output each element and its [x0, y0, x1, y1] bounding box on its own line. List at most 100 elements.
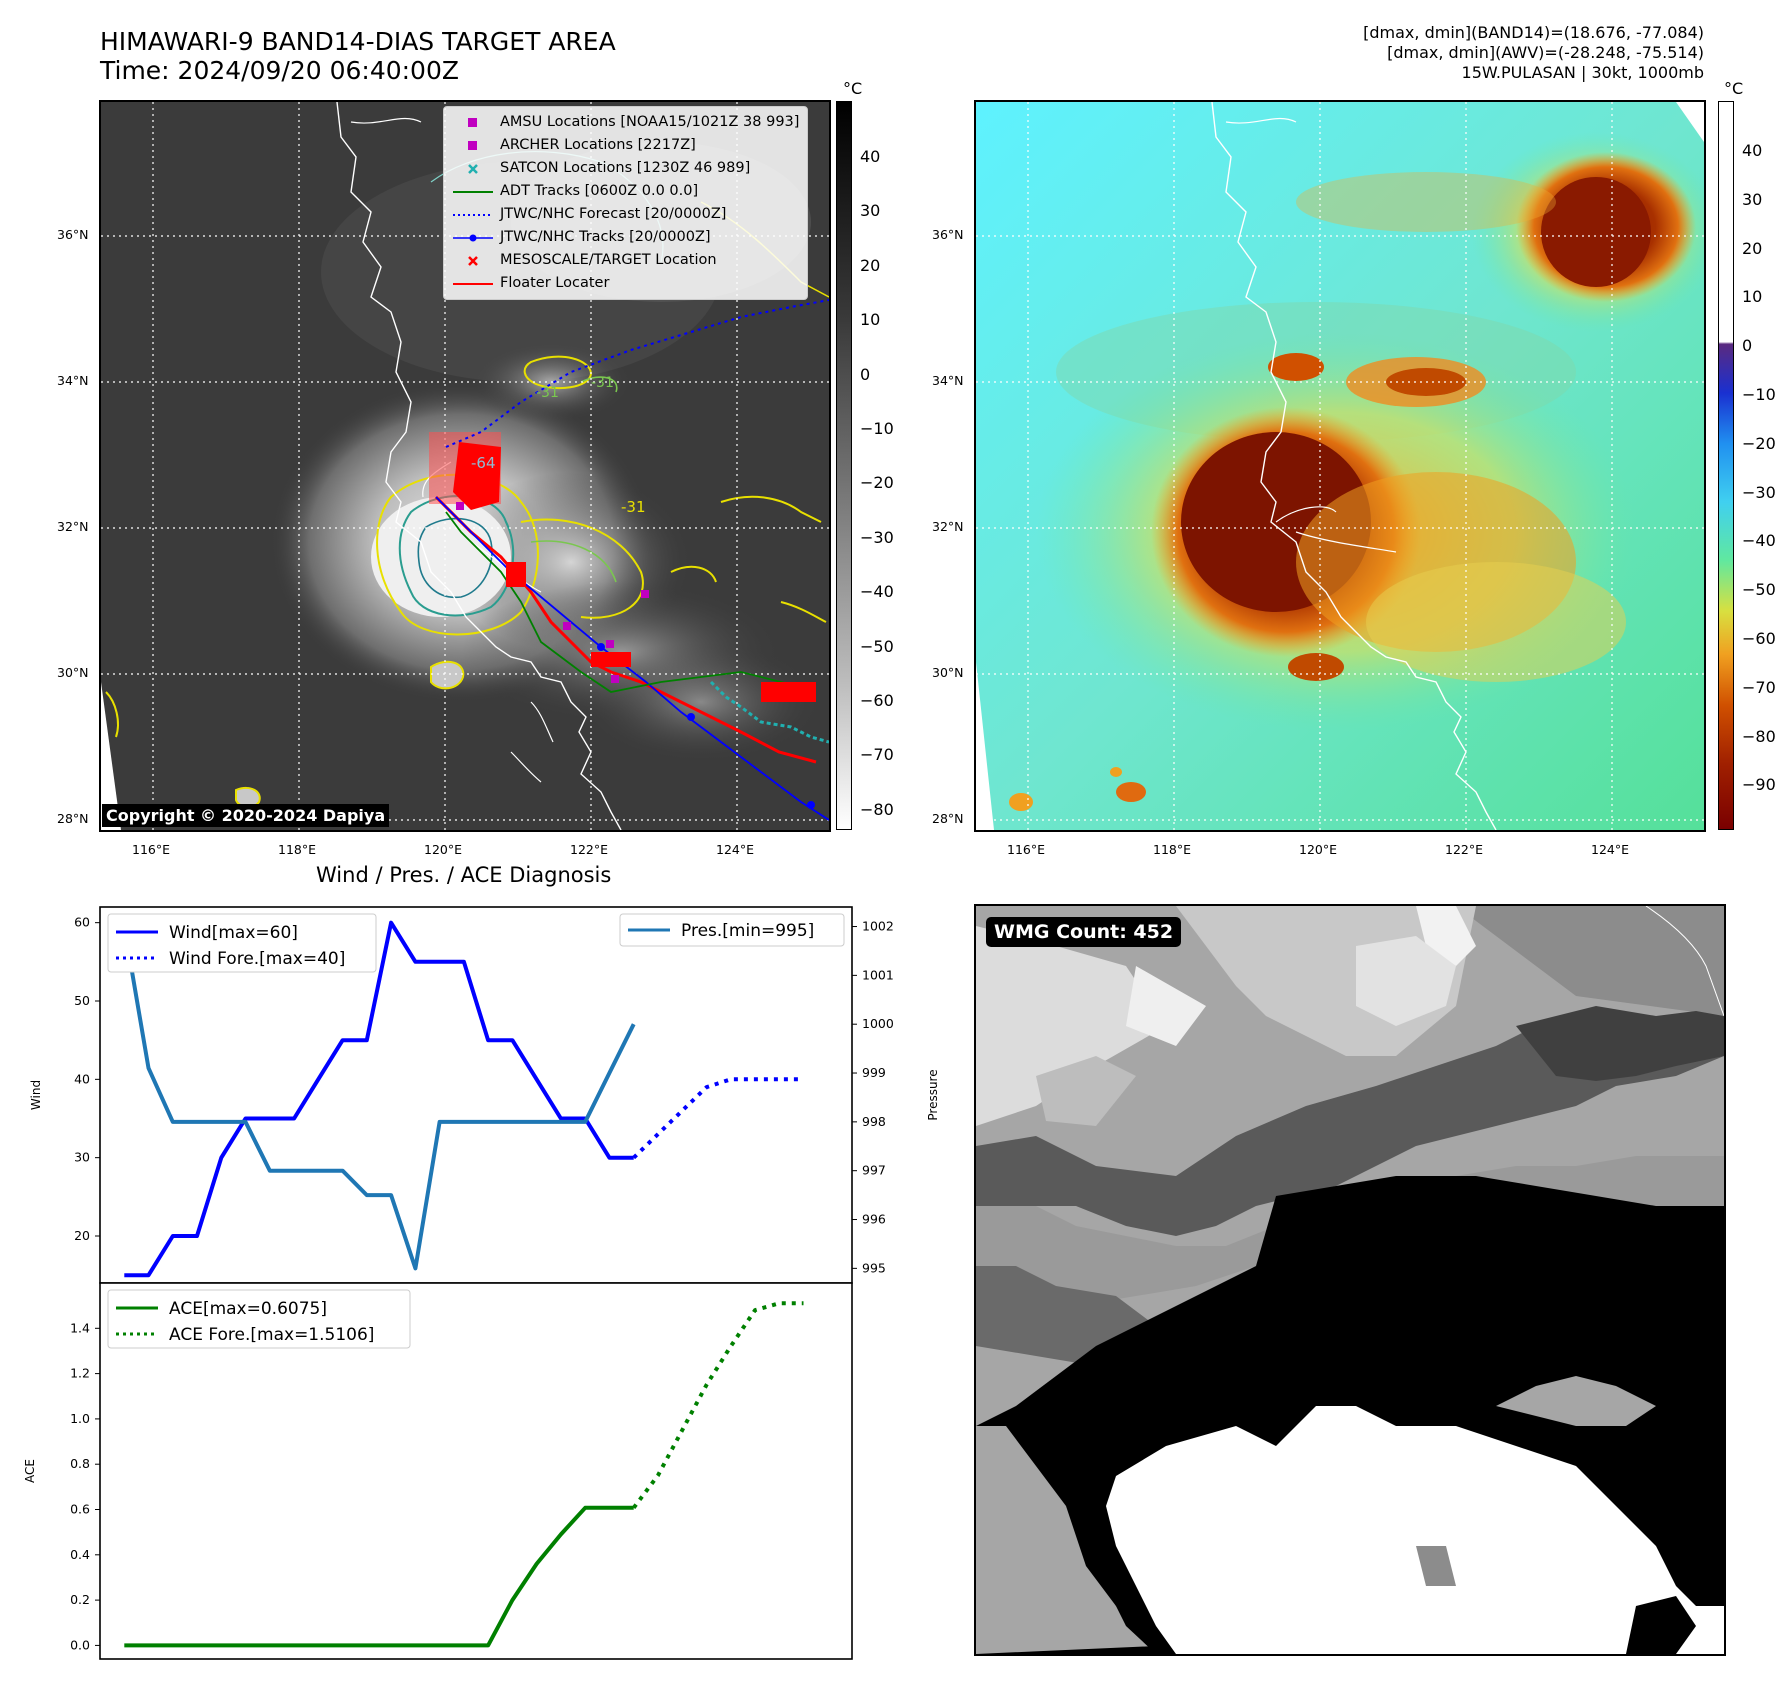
colorbar-tick: −30	[860, 527, 894, 547]
colorbar-tick: −80	[1742, 726, 1776, 746]
lat-label: 36°N	[932, 227, 964, 242]
pressure-legend: Pres.[min=995]	[619, 913, 845, 947]
main-title: HIMAWARI-9 BAND14-DIAS TARGET AREA	[100, 27, 616, 56]
track-legend: AMSU Locations [NOAA15/1021Z 38 993] ARC…	[443, 106, 809, 300]
wind-tick-label: 60	[74, 915, 90, 930]
lon-label: 122°E	[1445, 842, 1484, 857]
legend-label-forecast: JTWC/NHC Forecast [20/0000Z]	[500, 206, 727, 222]
lon-label: 120°E	[1299, 842, 1338, 857]
legend-item-satcon: SATCON Locations [1230Z 46 989]	[452, 157, 799, 180]
ace-tick-label: 0.8	[70, 1456, 90, 1471]
colorbar-tick: −50	[860, 636, 894, 656]
contour-label-1: -64	[471, 454, 496, 472]
legend-label-target: MESOSCALE/TARGET Location	[500, 252, 717, 268]
contour-label-3: -31	[536, 385, 559, 401]
target-marks-cluster	[506, 562, 816, 702]
lat-label: 32°N	[57, 519, 89, 534]
colorbar-tick: 10	[860, 310, 881, 330]
time-title: Time: 2024/09/20 06:40:00Z	[100, 56, 459, 85]
ace-legend-label: ACE[max=0.6075]	[169, 1299, 327, 1319]
pressure-tick-label: 1001	[862, 967, 894, 982]
lat-label: 30°N	[932, 665, 964, 680]
ace-forecast-legend-label: ACE Fore.[max=1.5106]	[169, 1325, 374, 1345]
legend-item-amsu: AMSU Locations [NOAA15/1021Z 38 993]	[452, 111, 799, 134]
lon-label: 124°E	[716, 842, 755, 857]
colorbar-tick: −40	[860, 582, 894, 602]
pressure-tick-label: 996	[862, 1212, 886, 1227]
colorbar-tick: −90	[1742, 775, 1776, 795]
lat-label: 32°N	[932, 519, 964, 534]
ace-series-line	[124, 1505, 634, 1648]
wind-legend: Wind[max=60] Wind Fore.[max=40]	[107, 913, 377, 973]
lat-label: 28°N	[57, 811, 89, 826]
storm-info: 15W.PULASAN | 30kt, 1000mb	[1461, 63, 1704, 82]
ace-legend: ACE[max=0.6075] ACE Fore.[max=1.5106]	[107, 1289, 411, 1349]
lat-label: 36°N	[57, 227, 89, 242]
colorbar-tick: −10	[1742, 385, 1776, 404]
colorbar-tick: −70	[860, 745, 894, 765]
ace-tick-label: 0.0	[70, 1637, 90, 1652]
ace-tick-label: 1.0	[70, 1411, 90, 1426]
legend-label-amsu: AMSU Locations [NOAA15/1021Z 38 993]	[500, 114, 800, 130]
colorbar-tick: −20	[1742, 433, 1776, 453]
ace-forecast-series-line	[632, 1301, 804, 1509]
target-location-marks	[453, 442, 501, 510]
colorbar-unit: °C	[1724, 79, 1744, 98]
legend-label-floater: Floater Locater	[500, 275, 610, 291]
lon-label: 122°E	[570, 842, 609, 857]
pressure-tick-label: 999	[862, 1065, 886, 1080]
colorbar-tick: −60	[860, 691, 894, 710]
lon-label: 116°E	[1007, 842, 1046, 857]
legend-item-forecast: JTWC/NHC Forecast [20/0000Z]	[452, 203, 799, 226]
legend-label-adt: ADT Tracks [0600Z 0.0 0.0]	[500, 183, 699, 199]
lon-label: 118°E	[1153, 842, 1192, 857]
contour-label-4: -31	[591, 375, 614, 391]
contour-label-2: -31	[621, 498, 646, 516]
colorbar-tick: 30	[1742, 189, 1763, 209]
wmg-image	[976, 906, 1724, 1654]
lon-label: 118°E	[278, 842, 317, 857]
line-dot-icon	[452, 228, 494, 248]
lat-label: 28°N	[932, 811, 964, 826]
colorbar-tick: 20	[1742, 238, 1763, 258]
wind-tick-label: 40	[74, 1071, 90, 1086]
lat-label: 34°N	[932, 373, 964, 388]
colorbar-tick: −80	[860, 799, 894, 819]
awv-map-panel	[974, 100, 1706, 832]
ace-tick-label: 0.2	[70, 1592, 90, 1607]
copyright-label: Copyright © 2020-2024 Dapiya	[102, 804, 390, 827]
colorbar-tick: 40	[860, 147, 881, 166]
pressure-tick-label: 995	[862, 1260, 886, 1275]
x-marker-icon	[452, 251, 494, 271]
colorbar-tick: −10	[860, 419, 894, 438]
adt-track-line	[445, 511, 802, 693]
wind-tick-label: 20	[74, 1228, 90, 1243]
awv-map	[976, 102, 1704, 830]
awv-colorbar	[1718, 101, 1734, 830]
wind-axis-label: Wind	[29, 1080, 43, 1110]
ace-tick-label: 0.6	[70, 1502, 90, 1517]
lon-label: 124°E	[1591, 842, 1630, 857]
ace-axis-label: ACE	[23, 1459, 37, 1483]
colorbar-tick: 0	[860, 364, 871, 384]
wmg-count-badge: WMG Count: 452	[986, 917, 1182, 947]
diagnosis-chart: 20 30 40 50 60 995 996 997 998 999 1000 1001 1002 0…	[23, 906, 940, 1660]
pressure-tick-label: 997	[862, 1163, 886, 1178]
colorbar-tick: −40	[1742, 531, 1776, 551]
legend-item-floater: Floater Locater	[452, 272, 799, 295]
line-marker-icon	[452, 274, 494, 294]
pressure-tick-label: 1002	[862, 919, 894, 934]
legend-label-satcon: SATCON Locations [1230Z 46 989]	[500, 160, 751, 176]
legend-item-tracks: JTWC/NHC Tracks [20/0000Z]	[452, 226, 799, 249]
wmg-panel: WMG Count: 452	[974, 904, 1726, 1656]
colorbar-tick: 0	[1742, 336, 1753, 356]
legend-item-target: MESOSCALE/TARGET Location	[452, 249, 799, 272]
legend-item-adt: ADT Tracks [0600Z 0.0 0.0]	[452, 180, 799, 203]
colorbar-unit: °C	[843, 79, 863, 98]
colorbar-tick: −30	[1742, 482, 1776, 502]
amsu-archer-marks	[456, 502, 649, 683]
ace-tick-label: 1.4	[70, 1320, 90, 1335]
dotted-line-icon	[452, 205, 494, 225]
jtwc-forecast-line	[445, 299, 829, 448]
wind-series-line	[124, 920, 634, 1278]
